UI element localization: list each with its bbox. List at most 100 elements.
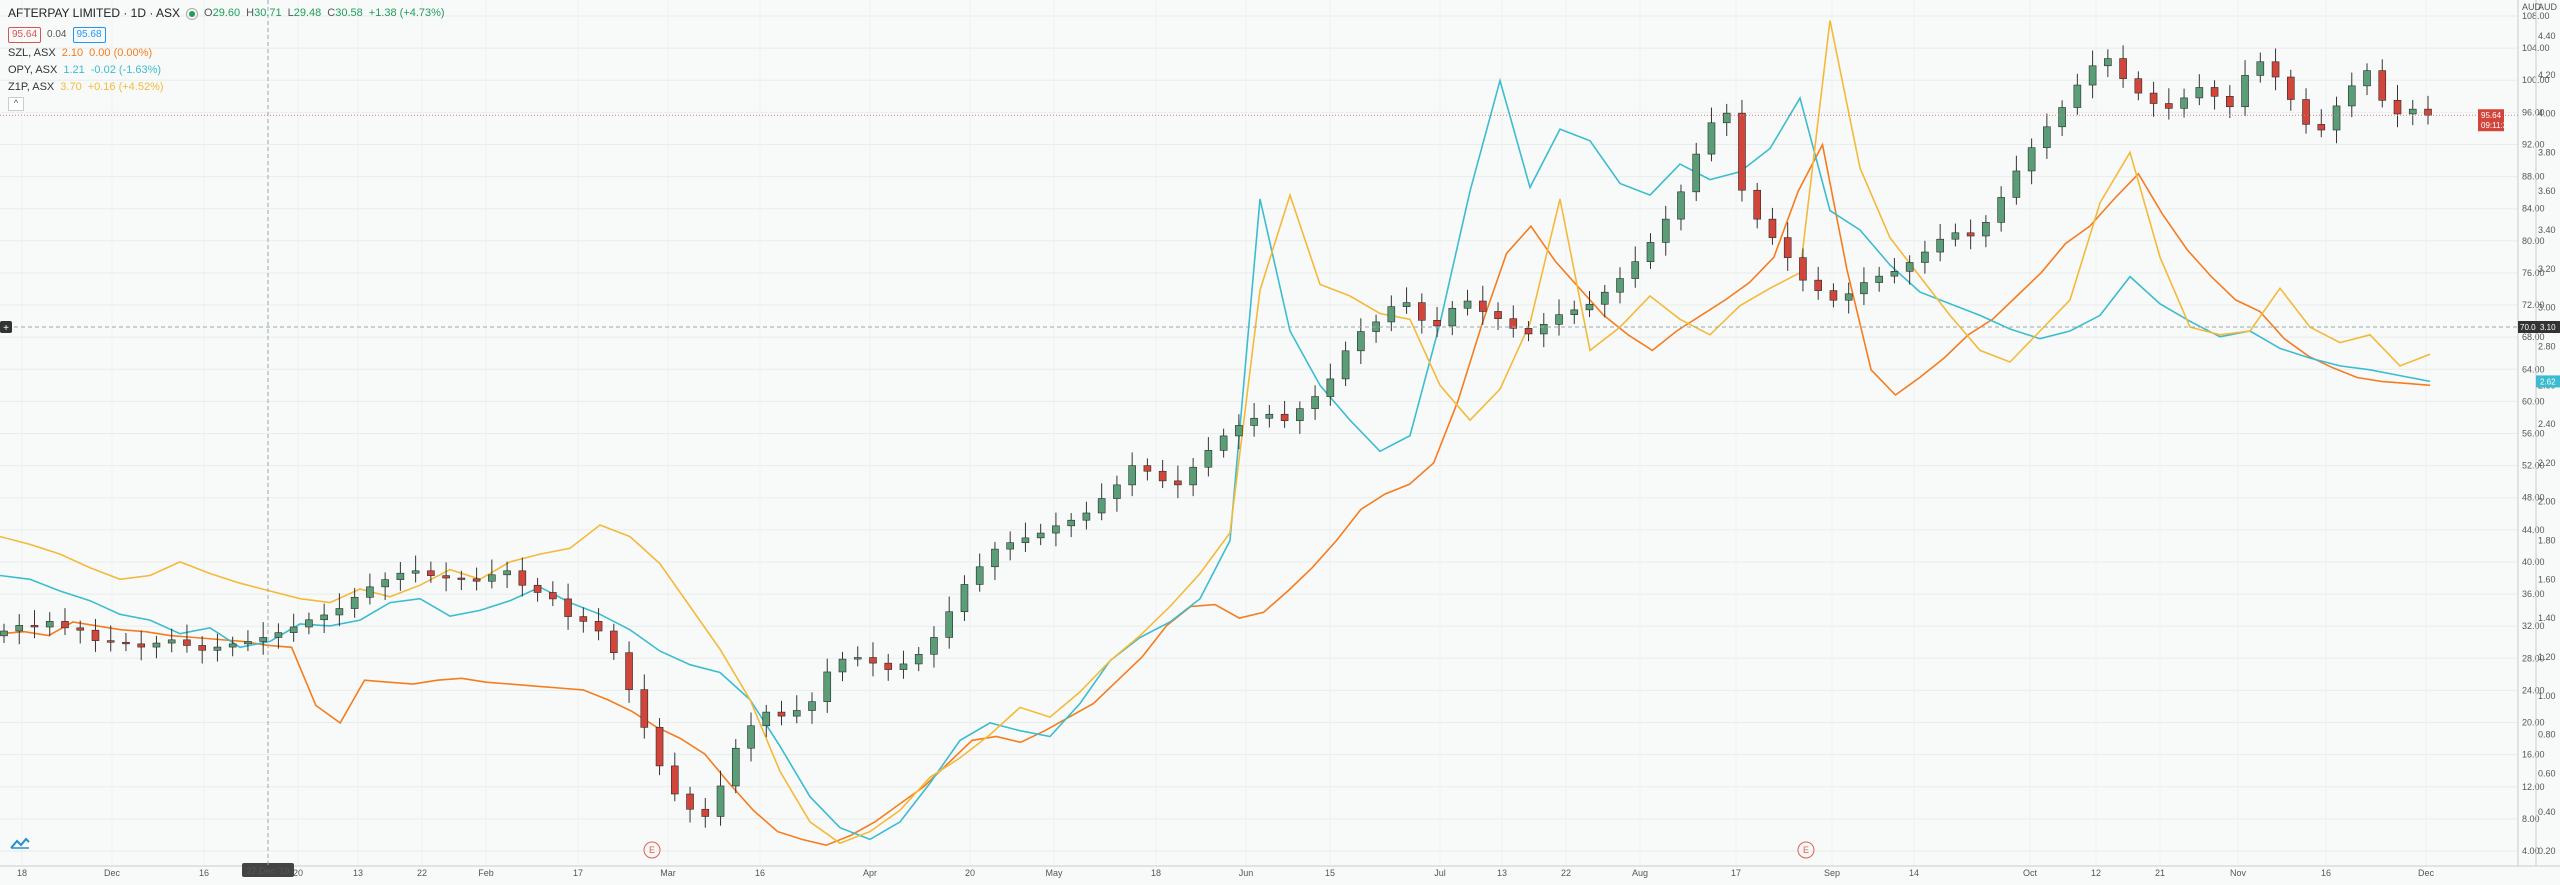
candle-body: [0, 630, 8, 637]
y-left-tick-label: 88.00: [2522, 172, 2545, 182]
y-left-tick-label: 12.00: [2522, 782, 2545, 792]
candle-body: [320, 614, 328, 621]
candle-body: [503, 570, 511, 576]
candle-body: [594, 621, 603, 632]
candle-body: [1600, 291, 1609, 305]
candle-body: [2149, 92, 2158, 104]
candle-body: [1844, 293, 1853, 301]
candle-body: [76, 627, 85, 631]
crosshair-date-label: 27 Dec '19: [247, 866, 290, 876]
candle-body: [1768, 218, 1777, 238]
candle-body: [2195, 87, 2204, 99]
ohlc-high: H30.71: [246, 7, 282, 19]
candle-body: [1799, 257, 1807, 281]
y-right-tick-label: 4.00: [2538, 109, 2556, 119]
candle-body: [899, 663, 908, 670]
x-tick-label: 15: [1325, 868, 1335, 878]
candle-body: [213, 646, 222, 651]
tradingview-logo-icon[interactable]: [10, 837, 30, 849]
y-right-tick-label: 1.60: [2538, 574, 2556, 584]
candle-body: [122, 641, 130, 645]
x-tick-label: 17: [573, 868, 583, 878]
x-tick-label: 12: [2091, 868, 2101, 878]
candle-body: [1143, 465, 1152, 472]
candle-body: [1692, 153, 1701, 193]
y-right-tick-label: 3.20: [2538, 264, 2556, 274]
candle-body: [1890, 271, 1899, 277]
comparison-szl[interactable]: SZL, ASX 2.10 0.00 (0.00%): [8, 47, 153, 59]
candle-body: [1204, 450, 1213, 468]
x-tick-label: 13: [1497, 868, 1507, 878]
candle-body: [1250, 417, 1258, 426]
sell-button[interactable]: 95.64: [8, 26, 42, 43]
candle-body: [1783, 237, 1792, 258]
candle-body: [61, 621, 69, 629]
candle-body: [2073, 84, 2082, 108]
price-tag-box: [2478, 109, 2504, 132]
candle-body: [686, 793, 694, 810]
candle-body: [1463, 300, 1472, 309]
y-right-tick-label: 0.80: [2538, 730, 2556, 740]
crosshair-plus-left[interactable]: [0, 321, 12, 333]
candle-body: [167, 639, 176, 644]
candle-body: [1677, 191, 1685, 220]
earnings-marker[interactable]: [643, 841, 661, 859]
y-left-tick-label: 44.00: [2522, 525, 2545, 535]
candle-body: [777, 711, 786, 717]
candle-body: [305, 619, 313, 628]
candle-body: [2332, 105, 2341, 131]
candle-body: [945, 611, 954, 638]
y-left-tick-label: 56.00: [2522, 429, 2545, 439]
series-line-opy: [0, 77, 2431, 841]
candle-body: [1418, 302, 1426, 321]
y-left-tick-label: 16.00: [2522, 750, 2545, 760]
candle-body: [1433, 319, 1441, 327]
x-tick-label: Mar: [660, 868, 676, 878]
y-right-tick-label: 0.20: [2538, 846, 2556, 856]
x-tick-label: Feb: [478, 868, 494, 878]
candle-body: [198, 645, 206, 651]
y-right-tick-label: 1.80: [2538, 536, 2556, 546]
candle-body: [2104, 58, 2112, 67]
candle-body: [1646, 242, 1655, 262]
collapse-legend-button[interactable]: ^: [8, 97, 24, 111]
candle-body: [1555, 314, 1563, 325]
candle-body: [1539, 324, 1548, 335]
candle-body: [30, 625, 39, 628]
y-right-tick-label: 3.80: [2538, 147, 2556, 157]
candle-body: [625, 652, 633, 690]
chart-legend: AFTERPAY LIMITED · 1D · ASX O29.60 H30.7…: [8, 4, 445, 111]
x-tick-label: May: [1045, 868, 1063, 878]
crosshair-left-value-box: [2518, 321, 2536, 333]
candle-body: [2180, 97, 2188, 109]
candle-body: [1357, 331, 1365, 352]
order-buttons: 95.64 0.04 95.68: [8, 25, 445, 44]
candle-body: [2226, 95, 2234, 108]
candle-body: [1402, 302, 1411, 307]
candle-body: [1341, 350, 1350, 380]
candle-body: [1905, 262, 1914, 272]
candle-body: [1021, 537, 1030, 543]
symbol-title[interactable]: AFTERPAY LIMITED · 1D · ASX: [8, 6, 181, 20]
x-tick-label: 20: [293, 868, 303, 878]
candlestick-series: [0, 45, 2432, 828]
candle-body: [2119, 58, 2127, 79]
price-tag-countdown: 09:11:38: [2481, 121, 2512, 130]
candle-body: [1814, 279, 1822, 291]
y-left-tick-label: 68.00: [2522, 332, 2545, 342]
candle-body: [289, 626, 298, 633]
opy-price-tag-value: 2.62: [2540, 377, 2556, 386]
candle-body: [2210, 87, 2219, 97]
y-left-tick-label: 92.00: [2522, 139, 2545, 149]
candle-body: [2256, 61, 2265, 76]
candle-body: [792, 710, 801, 717]
comparison-z1p[interactable]: Z1P, ASX 3.70 +0.16 (+4.52%): [8, 81, 164, 93]
comparison-lines: [0, 20, 2431, 847]
comparison-opy[interactable]: OPY, ASX 1.21 -0.02 (-1.63%): [8, 64, 162, 76]
candle-body: [930, 637, 938, 655]
y-right-tick-label: 3.00: [2538, 303, 2556, 313]
x-tick-label: Jun: [1239, 868, 1254, 878]
earnings-marker[interactable]: [1797, 841, 1815, 859]
buy-button[interactable]: 95.68: [72, 26, 106, 43]
